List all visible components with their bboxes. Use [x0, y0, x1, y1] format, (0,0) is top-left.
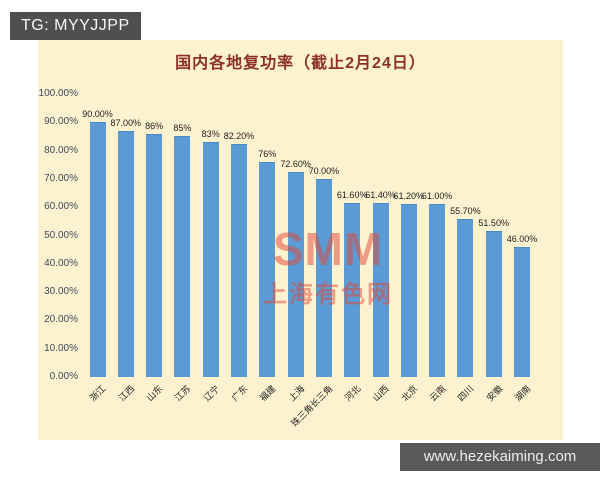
bar-value-label: 82.20%	[223, 131, 255, 142]
x-axis-label: 广东	[229, 383, 250, 404]
bar	[372, 203, 389, 377]
x-axis-label: 四川	[456, 383, 476, 404]
bar-value-label: 61.40%	[365, 190, 396, 201]
footer-url-bar: www.hezekaiming.com	[400, 443, 600, 471]
x-axis-label: 山东	[144, 383, 165, 404]
bar	[485, 231, 502, 377]
bar-value-label: 76%	[258, 148, 277, 159]
bar-value-label: 70.00%	[308, 165, 340, 176]
x-axis-label: 上海	[286, 383, 307, 404]
bar	[202, 142, 219, 377]
bar	[287, 171, 304, 377]
y-axis-tick-label: 90.00%	[44, 116, 78, 128]
x-axis-label: 江西	[116, 383, 137, 404]
x-axis-label: 河北	[342, 383, 363, 404]
tg-tag-badge: TG: MYYJJPP	[10, 12, 141, 40]
bar-value-label: 55.70%	[450, 206, 481, 217]
bar	[89, 122, 106, 377]
x-axis-label: 江苏	[173, 383, 193, 404]
bar	[146, 133, 163, 377]
bar-value-label: 90.00%	[82, 109, 113, 120]
bar-value-label: 61.20%	[393, 190, 425, 201]
x-axis-label: 福建	[257, 383, 278, 404]
x-axis-label: 浙江	[88, 383, 108, 404]
bar	[117, 130, 134, 377]
bar	[344, 202, 361, 377]
chart-panel: 国内各地复功率（截止2月24日） 100.00% 90.00% 80.00% 70.0…	[38, 40, 563, 440]
y-axis-tick-label: 80.00%	[44, 144, 78, 156]
bar	[315, 178, 332, 377]
x-axis-label: 云南	[427, 383, 448, 404]
chart-title: 国内各地复功率（截止2月24日）	[175, 55, 426, 72]
y-axis-tick-label: 100.00%	[38, 88, 78, 99]
bar-value-label: 87.00%	[110, 117, 142, 128]
y-axis: 100.00% 90.00% 80.00% 70.00% 60.00% 50.00% 40.…	[38, 88, 80, 382]
y-axis-tick-label: 30.00%	[44, 286, 78, 298]
y-axis-tick-label: 50.00%	[44, 229, 78, 241]
footer-url: www.hezekaiming.com	[423, 448, 577, 465]
y-axis-tick-label: 20.00%	[44, 314, 78, 326]
plot-area: 90.00% 浙江 87.00% 江西 86% 山东 85% 江苏 83% 辽宁 82.20% 广东 7…	[82, 94, 543, 428]
bar	[174, 136, 191, 377]
bar	[231, 144, 247, 377]
bar-value-label: 51.50%	[478, 218, 509, 229]
bar	[259, 161, 276, 377]
bar-value-label: 72.60%	[280, 158, 311, 169]
bar-value-label: 86%	[145, 120, 164, 131]
x-axis-label: 辽宁	[201, 383, 222, 404]
bar	[514, 246, 530, 377]
bar-value-label: 85%	[173, 123, 192, 134]
x-axis-label: 湖南	[512, 383, 533, 404]
x-axis-label: 安徽	[484, 383, 505, 404]
y-axis-tick-label: 60.00%	[44, 201, 78, 213]
bar	[429, 204, 446, 377]
bar-value-label: 83%	[201, 129, 220, 140]
x-axis-label: 山西	[371, 383, 391, 404]
tg-tag-label: TG: MYYJJPP	[21, 17, 130, 34]
x-axis-label: 北京	[399, 383, 420, 404]
y-axis-tick-label: 70.00%	[44, 172, 78, 184]
y-axis-tick-label: 0.00%	[49, 371, 78, 382]
bar-value-label: 46.00%	[506, 233, 538, 244]
bar-value-label: 61.00%	[421, 191, 453, 202]
bar-value-label: 61.60%	[336, 189, 368, 200]
y-axis-tick-label: 10.00%	[44, 342, 78, 354]
bar	[400, 203, 417, 377]
bar	[457, 219, 474, 377]
y-axis-tick-label: 40.00%	[44, 257, 78, 269]
